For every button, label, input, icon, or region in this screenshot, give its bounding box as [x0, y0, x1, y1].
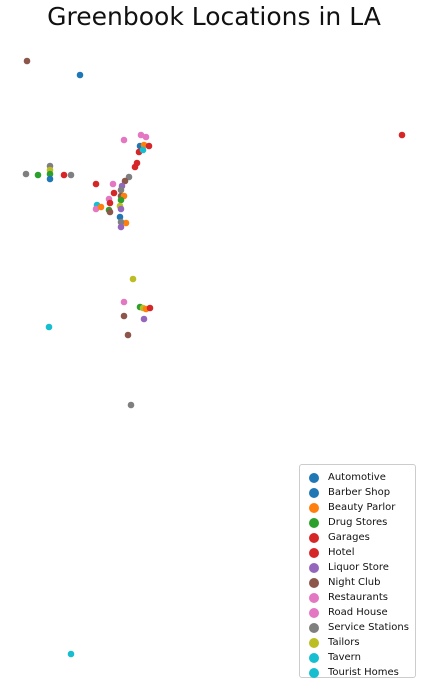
legend-label: Hotel: [328, 547, 355, 558]
legend-item-tailors: Tailors: [309, 635, 415, 650]
legend-marker: [309, 547, 319, 558]
data-point-garages: [145, 142, 153, 150]
legend-item-garages: Garages: [309, 530, 415, 545]
legend-label: Tailors: [328, 637, 360, 648]
legend-label: Night Club: [328, 577, 381, 588]
data-point-liquor-store: [140, 315, 148, 323]
data-point-hotel: [110, 189, 118, 197]
data-point-restaurants: [137, 131, 145, 139]
legend-marker: [309, 532, 319, 543]
data-point-liquor-store: [117, 223, 125, 231]
data-point-night-club: [121, 177, 129, 185]
data-point-tailors: [129, 275, 137, 283]
legend-marker: [309, 592, 319, 603]
legend-marker: [309, 517, 319, 528]
legend-item-road-house: Road House: [309, 605, 415, 620]
data-point-hotel: [146, 304, 154, 312]
data-point-tourist-homes: [139, 146, 147, 154]
data-point-tourist-homes: [67, 650, 75, 658]
legend-item-liquor-store: Liquor Store: [309, 560, 415, 575]
legend: Automotive Barber Shop Beauty Parlor Drug S…: [299, 464, 416, 678]
chart-title: Greenbook Locations in LA: [47, 2, 381, 31]
data-point-road-house: [109, 180, 117, 188]
legend-item-night-club: Night Club: [309, 575, 415, 590]
legend-marker: [309, 487, 319, 498]
legend-marker: [309, 562, 319, 573]
legend-label: Drug Stores: [328, 517, 388, 528]
legend-label: Beauty Parlor: [328, 502, 396, 513]
legend-marker: [309, 667, 319, 678]
legend-item-beauty-parlor: Beauty Parlor: [309, 500, 415, 515]
data-point-drug-stores: [46, 170, 54, 178]
legend-marker: [309, 652, 319, 663]
data-point-beauty-parlor: [122, 219, 130, 227]
data-point-drug-stores: [34, 171, 42, 179]
legend-marker: [309, 577, 319, 588]
legend-item-barber-shop: Barber Shop: [309, 485, 415, 500]
legend-item-drug-stores: Drug Stores: [309, 515, 415, 530]
data-point-garages: [106, 199, 114, 207]
legend-label: Liquor Store: [328, 562, 389, 573]
data-point-hotel: [131, 163, 139, 171]
data-point-hotel: [92, 180, 100, 188]
data-points: [22, 57, 406, 658]
data-point-restaurants: [92, 205, 100, 213]
data-point-beauty-parlor: [140, 141, 148, 149]
data-point-service-stations: [117, 186, 125, 194]
legend-item-restaurants: Restaurants: [309, 590, 415, 605]
data-point-restaurants: [120, 136, 128, 144]
legend-label: Garages: [328, 532, 370, 543]
data-point-night-club: [106, 208, 114, 216]
data-point-service-stations: [22, 170, 30, 178]
data-point-night-club: [23, 57, 31, 65]
data-point-service-stations: [67, 171, 75, 179]
legend-item-hotel: Hotel: [309, 545, 415, 560]
data-point-night-club: [124, 331, 132, 339]
data-point-barber-shop: [76, 71, 84, 79]
legend-label: Tavern: [328, 652, 361, 663]
legend-item-tourist-homes: Tourist Homes: [309, 665, 415, 680]
data-point-restaurants: [120, 298, 128, 306]
data-point-automotive: [46, 175, 54, 183]
legend-marker: [309, 622, 319, 633]
data-point-night-club: [120, 312, 128, 320]
legend-marker: [309, 502, 319, 513]
data-point-garages: [60, 171, 68, 179]
data-point-service-stations: [125, 173, 133, 181]
data-point-hotel: [398, 131, 406, 139]
legend-marker: [309, 472, 319, 483]
legend-label: Service Stations: [328, 622, 409, 633]
data-point-tavern: [45, 323, 53, 331]
data-point-automotive: [116, 213, 124, 221]
legend-label: Automotive: [328, 472, 386, 483]
legend-label: Restaurants: [328, 592, 388, 603]
data-point-liquor-store: [117, 205, 125, 213]
legend-item-tavern: Tavern: [309, 650, 415, 665]
data-point-drug-stores: [117, 196, 125, 204]
legend-label: Tourist Homes: [328, 667, 399, 678]
data-point-service-stations: [117, 218, 125, 226]
legend-item-service-stations: Service Stations: [309, 620, 415, 635]
data-point-road-house: [142, 133, 150, 141]
legend-item-automotive: Automotive: [309, 470, 415, 485]
legend-marker: [309, 607, 319, 618]
legend-label: Road House: [328, 607, 388, 618]
legend-label: Barber Shop: [328, 487, 391, 498]
data-point-service-stations: [127, 401, 135, 409]
legend-marker: [309, 637, 319, 648]
data-point-beauty-parlor: [97, 203, 105, 211]
